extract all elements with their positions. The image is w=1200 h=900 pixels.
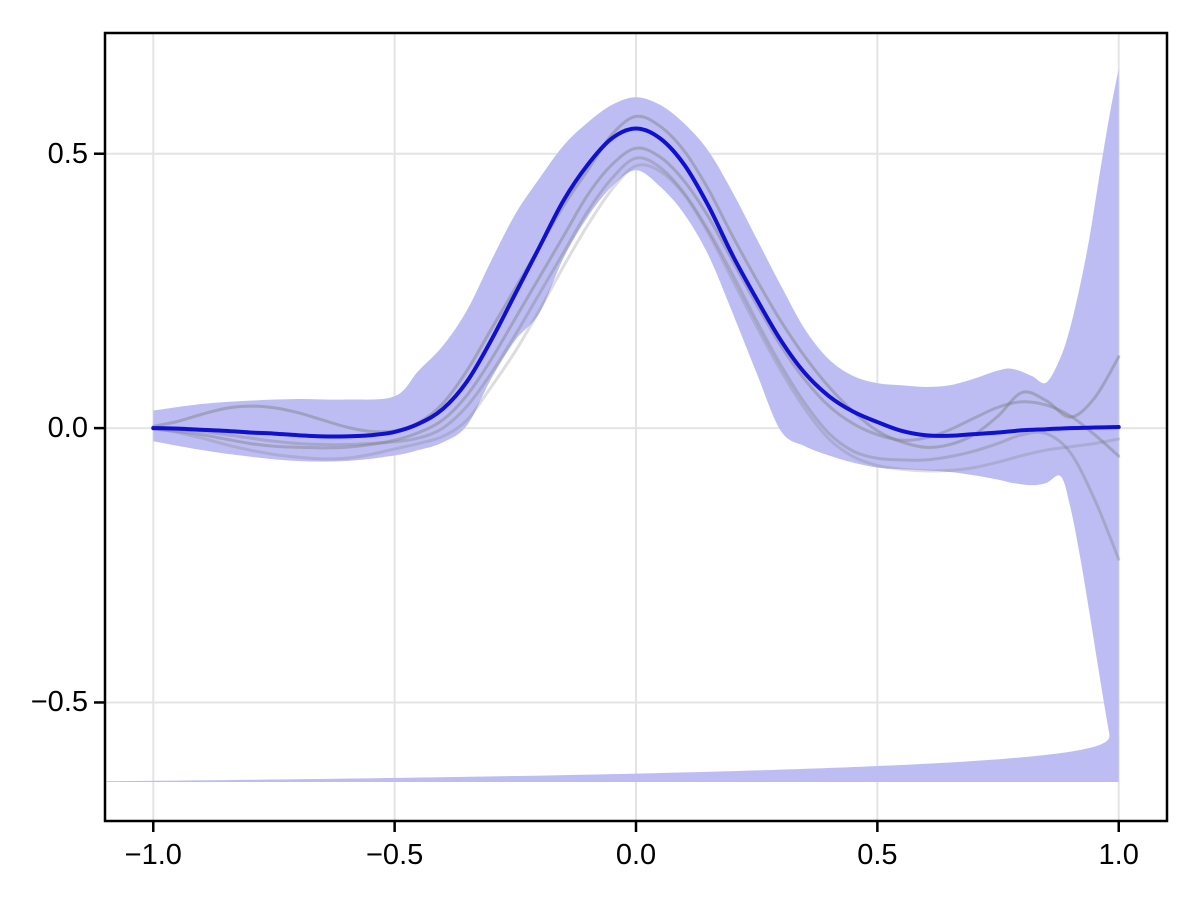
axis-ticks [94, 152, 1120, 832]
y-tick-label: 0.0 [47, 412, 88, 445]
x-tick-label: 0.5 [857, 839, 898, 871]
confidence-band [105, 68, 1119, 783]
x-tick-label: −0.5 [366, 839, 424, 871]
sample-line-1 [151, 114, 1121, 449]
series-layer [105, 68, 1121, 783]
sample-line-4 [151, 163, 1121, 473]
x-tick-label: 1.0 [1098, 839, 1139, 871]
y-tick-label: −0.5 [30, 686, 88, 719]
sample-line-2 [151, 146, 1121, 458]
sample-line-3 [151, 156, 1121, 561]
x-tick-label: 0.0 [615, 839, 657, 871]
y-tick-label: 0.5 [47, 137, 88, 170]
x-tick-label: −1.0 [124, 839, 182, 871]
posterior-mean [151, 126, 1121, 439]
